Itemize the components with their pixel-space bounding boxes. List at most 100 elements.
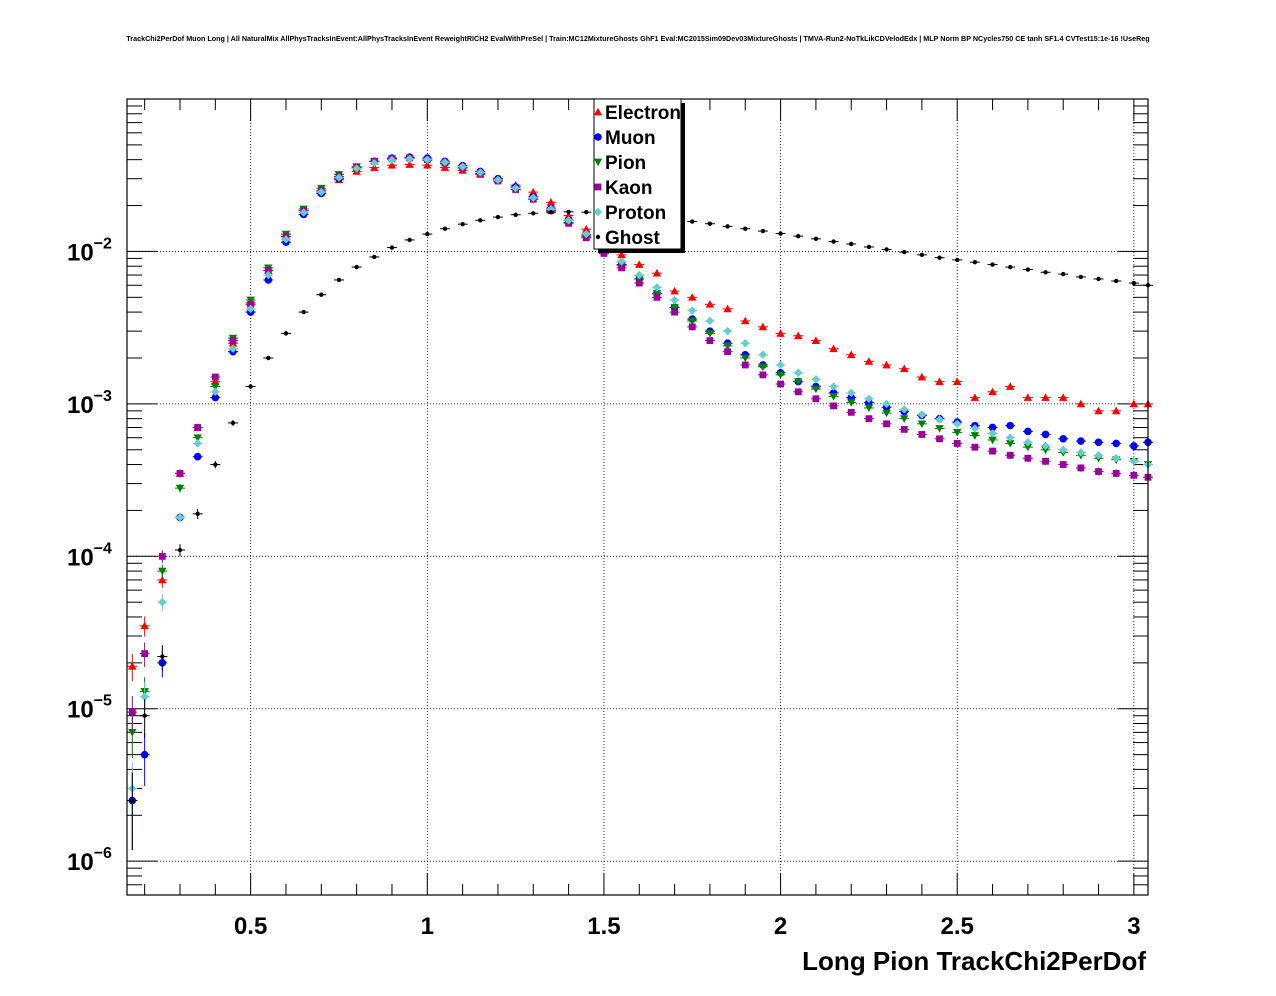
data-point — [900, 415, 909, 423]
data-point — [741, 361, 749, 369]
data-point — [777, 380, 784, 388]
data-point — [1041, 430, 1050, 439]
data-point — [566, 209, 571, 214]
data-point — [493, 175, 503, 185]
data-point — [211, 387, 220, 397]
data-point — [130, 798, 135, 803]
data-point — [1008, 264, 1013, 270]
data-point — [1042, 457, 1049, 465]
data-point — [264, 270, 273, 280]
data-point — [1129, 399, 1139, 408]
data-point — [158, 597, 167, 607]
data-point — [724, 348, 731, 356]
data-point — [460, 221, 465, 227]
data-point — [248, 384, 253, 389]
data-point — [937, 255, 942, 260]
data-point — [705, 300, 715, 308]
data-point — [1024, 454, 1032, 462]
data-point — [935, 425, 944, 433]
data-point — [1061, 271, 1066, 277]
data-point — [1023, 438, 1033, 447]
legend-marker-electron — [593, 107, 603, 116]
series-ghost — [127, 209, 1153, 851]
data-point — [776, 371, 785, 380]
data-point — [334, 173, 344, 182]
data-point — [688, 323, 696, 331]
data-point — [831, 239, 836, 244]
data-point — [529, 187, 538, 196]
x-tick-label: 0.5 — [234, 913, 267, 940]
data-point — [1006, 382, 1015, 390]
data-point — [796, 233, 801, 239]
data-point — [971, 443, 979, 451]
data-point — [600, 250, 608, 257]
data-point — [175, 484, 185, 493]
data-point — [1112, 454, 1121, 463]
data-point — [776, 360, 785, 370]
series-muon — [127, 153, 1153, 851]
data-point — [301, 309, 306, 315]
data-point — [1041, 446, 1050, 454]
data-point — [829, 344, 838, 353]
series-proton — [127, 154, 1153, 833]
data-point — [988, 423, 997, 432]
data-point — [548, 209, 554, 215]
data-point — [442, 226, 448, 231]
data-point — [1094, 451, 1103, 460]
x-tick-label: 2.5 — [941, 913, 974, 940]
data-point — [405, 154, 414, 164]
data-point — [211, 377, 220, 385]
legend-label-proton: Proton — [605, 203, 666, 224]
y-tick-exponent: −6 — [94, 845, 112, 862]
data-point — [829, 393, 838, 401]
data-point — [778, 231, 783, 236]
data-point — [1023, 443, 1033, 452]
y-tick-label: 10−5 — [67, 693, 112, 724]
data-point — [564, 211, 573, 219]
data-point — [652, 290, 662, 298]
data-point — [936, 435, 943, 443]
data-point — [917, 410, 927, 419]
data-point — [425, 231, 430, 237]
data-point — [1076, 399, 1086, 408]
data-point — [229, 337, 237, 345]
data-point — [142, 713, 147, 718]
data-point — [372, 254, 377, 260]
data-point — [140, 621, 149, 630]
x-axis-title: Long Pion TrackChi2PerDof — [802, 946, 1146, 976]
data-point — [564, 216, 573, 225]
data-series — [127, 153, 1153, 851]
data-point — [883, 420, 890, 428]
data-point — [1077, 437, 1085, 445]
legend-label-pion: Pion — [605, 153, 646, 174]
y-tick-exponent: −4 — [94, 540, 112, 557]
data-point — [882, 409, 891, 418]
data-point — [1096, 276, 1101, 282]
data-point — [158, 575, 167, 584]
data-point — [1094, 406, 1103, 415]
data-point — [529, 193, 538, 202]
y-tick-label: 10−2 — [67, 235, 112, 266]
data-point — [866, 244, 872, 250]
data-point — [917, 420, 927, 429]
data-point — [213, 462, 218, 467]
data-point — [264, 267, 272, 274]
data-point — [160, 654, 165, 659]
data-point — [813, 236, 819, 242]
data-point — [618, 264, 626, 272]
data-point — [635, 270, 644, 280]
data-point — [811, 375, 821, 384]
data-point — [953, 377, 962, 385]
data-point — [970, 432, 980, 440]
legend-marker-muon — [594, 133, 602, 141]
data-point — [440, 157, 450, 167]
data-point — [741, 339, 750, 348]
data-point — [1130, 442, 1138, 450]
data-point — [246, 304, 255, 314]
data-point — [1059, 445, 1068, 454]
data-point — [1043, 270, 1048, 275]
data-point — [319, 292, 324, 297]
data-point — [865, 415, 873, 423]
data-point — [741, 354, 750, 363]
data-point — [1112, 406, 1121, 415]
